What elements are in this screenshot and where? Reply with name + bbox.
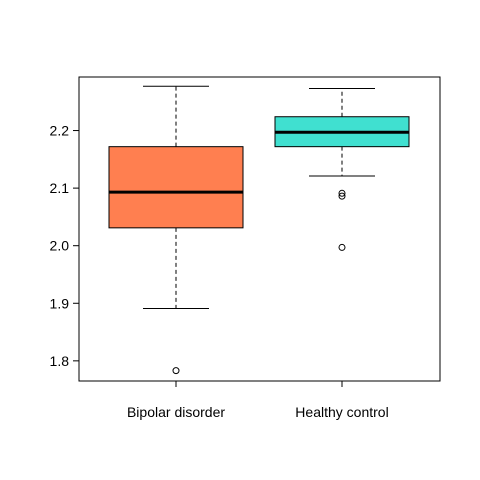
x-axis: Bipolar disorder Healthy control [127, 381, 389, 420]
y-tick-label: 1.8 [50, 353, 70, 369]
y-tick-label: 2.0 [50, 238, 70, 254]
box-group [108, 85, 244, 375]
y-tick-label: 1.9 [50, 295, 70, 311]
outlier-point [338, 243, 346, 251]
y-tick-label: 2.2 [50, 123, 70, 139]
x-category-label: Healthy control [295, 404, 388, 420]
x-category-label: Bipolar disorder [127, 404, 225, 420]
box-iqr [108, 146, 244, 229]
boxes [108, 85, 410, 375]
y-axis: 1.8 1.9 2.0 2.1 2.2 [50, 123, 80, 369]
box-group [274, 88, 410, 251]
y-tick-label: 2.1 [50, 180, 70, 196]
outlier-point [338, 189, 346, 197]
outlier-point [172, 367, 180, 375]
outlier-point [338, 192, 346, 200]
